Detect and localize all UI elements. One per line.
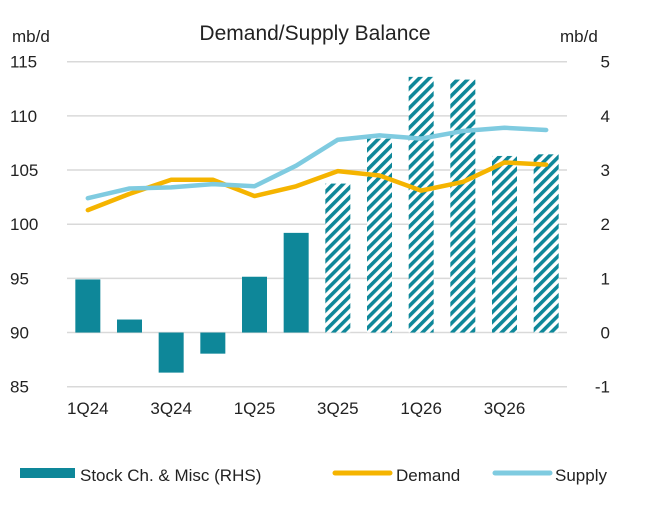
bar-1Q26 <box>408 76 434 333</box>
y-tick-left: 90 <box>10 324 29 343</box>
bar-2Q26 <box>450 79 476 333</box>
bar-3Q24 <box>158 332 184 373</box>
y-tick-right: 1 <box>601 269 610 288</box>
x-tick: 1Q25 <box>234 399 276 418</box>
y-tick-left: 110 <box>10 107 37 126</box>
bar-4Q24 <box>200 332 226 354</box>
bar-2Q25 <box>283 232 309 333</box>
y-tick-left: 85 <box>10 378 29 397</box>
bar-3Q25 <box>325 183 351 333</box>
x-tick: 3Q25 <box>317 399 359 418</box>
y-tick-right: 4 <box>601 107 610 126</box>
bar-2Q24 <box>117 319 142 333</box>
legend-label-stock: Stock Ch. & Misc (RHS) <box>80 466 261 485</box>
legend-swatch-stock <box>20 468 75 478</box>
x-tick: 3Q26 <box>484 399 526 418</box>
bar-4Q26 <box>533 154 559 333</box>
y-tick-left: 95 <box>10 269 29 288</box>
bar-1Q24 <box>75 279 101 333</box>
y-tick-left: 115 <box>10 53 37 72</box>
left-axis-unit: mb/d <box>12 27 50 46</box>
x-tick: 3Q24 <box>150 399 192 418</box>
x-tick: 1Q24 <box>67 399 109 418</box>
x-tick: 1Q26 <box>400 399 442 418</box>
y-tick-left: 100 <box>10 215 38 234</box>
y-tick-right: -1 <box>595 378 610 397</box>
right-axis-unit: mb/d <box>560 27 598 46</box>
chart-title: Demand/Supply Balance <box>199 22 430 45</box>
y-tick-right: 0 <box>601 324 610 343</box>
legend-label-demand: Demand <box>396 466 460 485</box>
y-tick-right: 3 <box>601 161 610 180</box>
y-tick-right: 2 <box>601 215 610 234</box>
bar-3Q26 <box>492 155 517 333</box>
legend-label-supply: Supply <box>555 466 607 485</box>
y-tick-right: 5 <box>601 53 610 72</box>
legend: Stock Ch. & Misc (RHS) Demand Supply <box>20 466 607 485</box>
bar-4Q25 <box>367 138 392 333</box>
y-tick-left: 105 <box>10 161 38 180</box>
line-demand <box>85 160 549 213</box>
bar-1Q25 <box>242 276 267 333</box>
line-supply <box>85 125 549 201</box>
